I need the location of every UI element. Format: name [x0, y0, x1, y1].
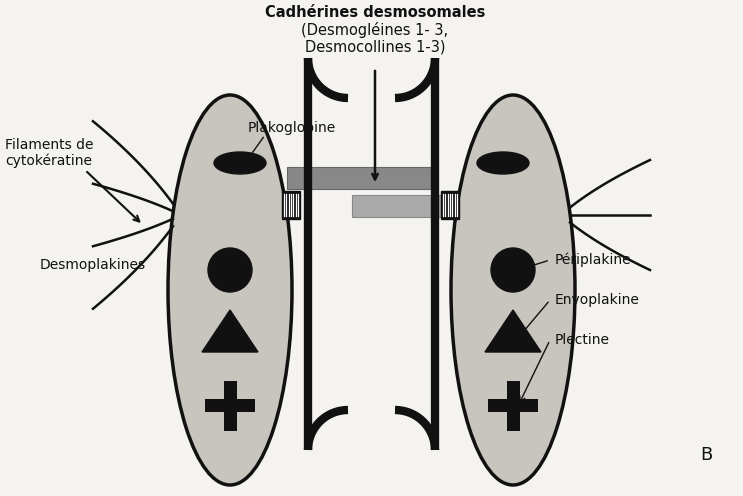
Bar: [441, 191, 459, 219]
Circle shape: [208, 248, 252, 292]
Bar: [224, 381, 237, 431]
Text: Desmocollines 1-3): Desmocollines 1-3): [305, 40, 445, 55]
Text: B: B: [700, 446, 713, 464]
Text: Envoplakine: Envoplakine: [555, 293, 640, 307]
Circle shape: [491, 248, 535, 292]
Bar: [282, 191, 300, 219]
Ellipse shape: [214, 152, 266, 174]
Text: Filaments de
cytokératine: Filaments de cytokératine: [5, 137, 94, 169]
Text: Périplakine: Périplakine: [555, 253, 632, 267]
Polygon shape: [485, 310, 541, 352]
Bar: [507, 381, 520, 431]
Polygon shape: [202, 310, 258, 352]
Text: Desmoplakines: Desmoplakines: [40, 258, 146, 272]
Text: (Desmogléines 1- 3,: (Desmogléines 1- 3,: [302, 22, 449, 38]
Bar: [205, 399, 255, 412]
Ellipse shape: [168, 95, 292, 485]
Ellipse shape: [477, 152, 529, 174]
Text: Cadhérines desmosomales: Cadhérines desmosomales: [265, 5, 485, 20]
Bar: [287, 167, 432, 189]
Bar: [488, 399, 538, 412]
Bar: [352, 195, 456, 217]
Text: Plakoglobine: Plakoglobine: [248, 121, 337, 135]
Text: Plectine: Plectine: [555, 333, 610, 347]
Ellipse shape: [451, 95, 575, 485]
